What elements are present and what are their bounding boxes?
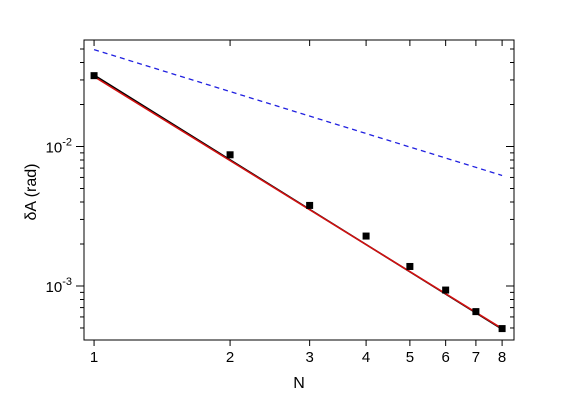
series-layer <box>90 48 506 333</box>
x-tick-label: 5 <box>406 349 414 366</box>
data-point <box>362 232 370 240</box>
y-axis-label: δA (rad) <box>23 164 40 221</box>
data-point <box>406 262 414 270</box>
x-tick-label: 1 <box>90 349 98 366</box>
data-point <box>90 72 98 80</box>
x-tick-label: 7 <box>472 349 480 366</box>
plot-frame <box>83 39 515 341</box>
data-point <box>442 286 450 294</box>
red-fit-line <box>93 75 503 330</box>
x-ticks: 1 2 3 4 5 6 7 8 <box>90 40 506 366</box>
data-point <box>498 325 506 333</box>
data-point <box>306 201 314 209</box>
x-tick-label: 3 <box>305 349 313 366</box>
y-minor-ticks <box>80 48 514 329</box>
x-tick-label: 8 <box>498 349 506 366</box>
x-axis-label: N <box>293 375 305 392</box>
x-tick-label: 4 <box>362 349 370 366</box>
y-tick-label: 10-3 <box>46 276 72 296</box>
y-tick-label: 10-2 <box>46 136 72 156</box>
x-tick-label: 2 <box>226 349 234 366</box>
dashed-reference-line <box>93 48 503 177</box>
x-tick-label: 6 <box>441 349 449 366</box>
data-point <box>472 308 480 316</box>
data-point <box>226 151 234 159</box>
y-major-ticks: 10-2 10-3 <box>46 136 514 296</box>
